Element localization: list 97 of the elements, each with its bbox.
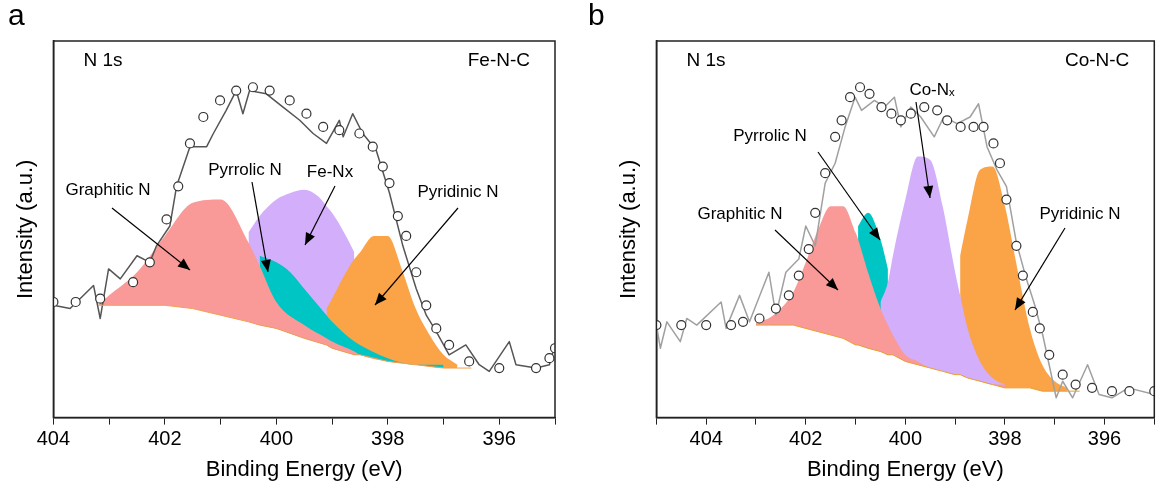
point xyxy=(1011,240,1022,251)
point xyxy=(754,313,765,324)
point xyxy=(1070,379,1081,390)
point xyxy=(905,108,916,119)
text: N 1s xyxy=(686,49,726,71)
x-tick-label: 398 xyxy=(371,427,405,450)
text: N 1s xyxy=(83,49,123,71)
point xyxy=(1001,194,1012,205)
text: Graphitic N xyxy=(697,203,783,223)
point xyxy=(247,82,259,93)
point xyxy=(411,267,422,278)
point xyxy=(392,210,403,222)
point xyxy=(1106,386,1118,397)
point xyxy=(725,320,737,331)
x-axis-title: Binding Energy (eV) xyxy=(205,455,403,481)
text: Fe-N-C xyxy=(467,49,530,71)
point xyxy=(864,88,875,99)
point xyxy=(793,270,804,281)
y-axis-title: Intensity (a.u.) xyxy=(12,159,38,299)
point xyxy=(994,158,1006,169)
point xyxy=(844,92,856,103)
point xyxy=(431,323,442,334)
point xyxy=(173,181,184,192)
point xyxy=(284,95,295,106)
series-label: Pyridinic N xyxy=(1039,203,1121,223)
point xyxy=(464,356,475,367)
point xyxy=(95,293,106,304)
point xyxy=(264,85,275,96)
point xyxy=(803,244,814,255)
x-tick-label: 396 xyxy=(1087,427,1122,450)
point xyxy=(676,320,687,331)
point xyxy=(854,82,866,93)
text: Co-Nₓ xyxy=(909,79,956,99)
chart-title: b xyxy=(588,0,605,32)
point xyxy=(737,316,749,327)
x-tick-label: 400 xyxy=(888,427,923,450)
point xyxy=(955,121,966,132)
point xyxy=(367,141,378,152)
point xyxy=(968,121,979,132)
point xyxy=(354,128,365,139)
point xyxy=(978,121,989,132)
point xyxy=(701,320,712,331)
point xyxy=(919,101,930,113)
point xyxy=(1034,323,1045,334)
x-tick-label: 398 xyxy=(988,427,1022,450)
text: Pyrrolic N xyxy=(208,159,282,179)
point xyxy=(444,339,455,351)
point xyxy=(1124,386,1135,397)
series-label: Fe-Nx xyxy=(306,161,354,181)
point xyxy=(783,290,794,301)
x-tick-label: 396 xyxy=(482,427,516,450)
point xyxy=(1044,349,1055,360)
point xyxy=(334,125,345,136)
point xyxy=(161,214,172,225)
chart-title: a xyxy=(8,0,25,32)
point xyxy=(214,95,226,106)
point xyxy=(1027,306,1038,317)
point xyxy=(530,362,542,374)
point xyxy=(836,115,847,126)
point xyxy=(544,353,555,364)
x-tick-label: 402 xyxy=(789,427,823,450)
point xyxy=(377,161,388,172)
text: Pyrrolic N xyxy=(733,125,807,145)
point xyxy=(70,296,81,308)
point xyxy=(876,101,887,113)
point xyxy=(830,131,841,142)
x-tick-label: 404 xyxy=(689,427,723,450)
point xyxy=(932,105,943,116)
point xyxy=(231,85,242,96)
point xyxy=(421,300,432,311)
x-axis-title: Binding Energy (eV) xyxy=(806,455,1004,481)
point xyxy=(1086,382,1098,393)
point xyxy=(184,138,196,149)
series-label: Graphitic N xyxy=(65,179,151,199)
point xyxy=(810,207,821,218)
point xyxy=(198,111,209,123)
point xyxy=(144,257,155,268)
point xyxy=(886,108,897,119)
point xyxy=(494,362,505,374)
point xyxy=(318,121,329,132)
point xyxy=(301,108,312,119)
x-tick-label: 404 xyxy=(36,427,71,450)
point xyxy=(770,303,781,314)
y-axis-title: Intensity (a.u.) xyxy=(615,159,641,299)
point xyxy=(820,168,831,179)
point xyxy=(1057,369,1068,380)
point xyxy=(895,115,906,126)
point xyxy=(1017,270,1028,281)
text: Co-N-C xyxy=(1064,49,1130,71)
point xyxy=(384,177,395,189)
point xyxy=(988,138,999,149)
point xyxy=(942,115,953,126)
text: Pyridinic N xyxy=(417,181,499,201)
point xyxy=(128,277,139,288)
x-tick-label: 402 xyxy=(148,427,182,450)
point xyxy=(401,230,412,242)
x-tick-label: 400 xyxy=(259,427,294,450)
